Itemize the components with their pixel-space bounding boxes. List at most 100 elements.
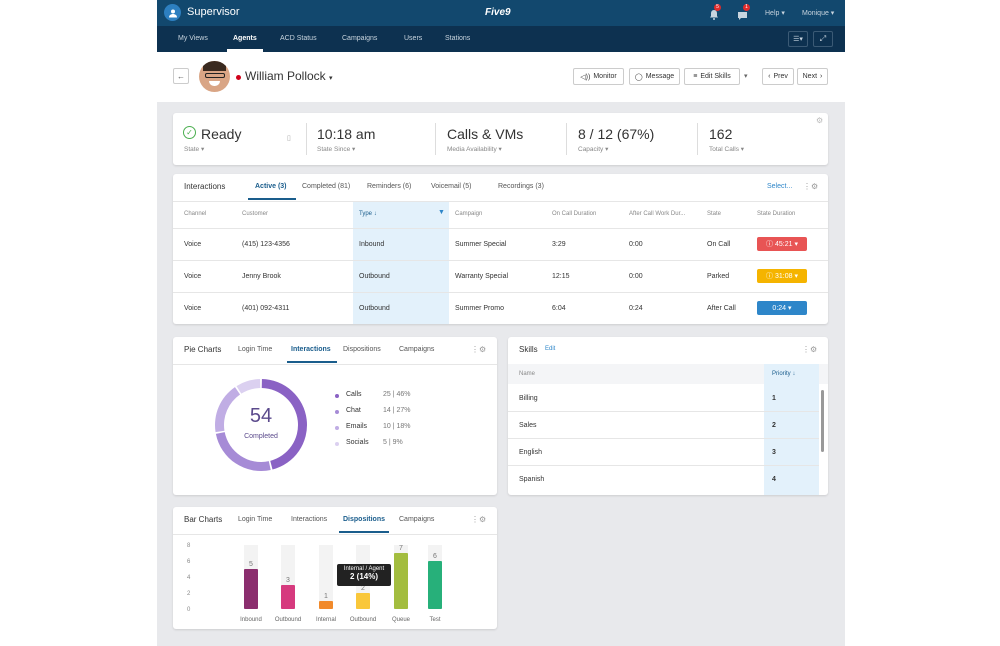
monitor-button[interactable]: ◁)) Monitor [573, 68, 624, 85]
row-3-state-duration-badge[interactable]: 0:24 ▾ [757, 301, 807, 315]
notifications-bell-icon[interactable] [709, 7, 719, 20]
messages-icon[interactable] [737, 8, 748, 20]
row-2-customer[interactable]: Jenny Brook [242, 273, 281, 280]
edit-skills-button[interactable]: ≡ Edit Skills [684, 68, 740, 85]
bar-outbound[interactable] [281, 585, 295, 609]
settings-gear-icon[interactable]: ⚙ [811, 182, 819, 191]
stat-total-calls-label[interactable]: Total Calls ▾ [709, 146, 745, 153]
chevron-right-icon: › [820, 73, 823, 80]
tab-voicemail[interactable]: Voicemail (5) [431, 183, 472, 190]
col-acw-duration[interactable]: After Call Work Dur... [629, 211, 686, 217]
row-1-customer[interactable]: (415) 123-4356 [242, 241, 290, 248]
donut-slice-socials[interactable] [236, 379, 261, 394]
donut-slice-emails[interactable] [215, 387, 241, 433]
bar-outbound[interactable] [356, 593, 370, 609]
col-type[interactable]: Type ↓ [359, 211, 377, 217]
trash-icon[interactable]: ▯ [287, 135, 291, 142]
expand-icon[interactable]: ⤢ [813, 31, 833, 47]
row-3-campaign: Summer Promo [455, 305, 505, 312]
col-name[interactable]: Name [519, 371, 536, 377]
avatar-mouth [209, 81, 220, 86]
more-actions-dropdown-icon[interactable]: ▾ [744, 73, 748, 80]
filter-icon[interactable]: ▼ [438, 209, 445, 216]
donut-total-label: Completed [244, 433, 278, 440]
tab-interactions[interactable]: Interactions [291, 516, 328, 523]
donut-slice-chat[interactable] [215, 432, 271, 471]
interactions-title: Interactions [184, 182, 226, 191]
settings-gear-icon[interactable]: ⚙ [810, 345, 818, 354]
row-3-acw: 0:24 [629, 305, 643, 312]
tab-active[interactable]: Active (3) [255, 183, 287, 190]
header-divider [173, 201, 828, 202]
settings-gear-icon[interactable]: ⚙ [479, 345, 487, 354]
col-priority[interactable]: Priority ↓ [772, 371, 795, 377]
nav-agents-underline [227, 49, 263, 52]
nav-campaigns[interactable]: Campaigns [342, 35, 378, 42]
more-options-icon[interactable]: ⋮ [471, 515, 479, 524]
col-customer[interactable]: Customer [242, 211, 269, 217]
more-options-icon[interactable]: ⋮ [803, 182, 811, 191]
row-1-acw: 0:00 [629, 241, 643, 248]
tab-dispositions[interactable]: Dispositions [343, 516, 386, 523]
agent-name-dropdown[interactable]: William Pollock ▾ [245, 69, 333, 83]
tab-reminders[interactable]: Reminders (6) [367, 183, 412, 190]
tab-login-time[interactable]: Login Time [238, 516, 273, 523]
nav-my-views[interactable]: My Views [178, 35, 208, 42]
nav-users[interactable]: Users [404, 35, 423, 42]
user-menu[interactable]: Monique ▾ [802, 10, 835, 17]
row-3-customer[interactable]: (401) 092-4311 [242, 305, 290, 312]
pie-legend-item-calls: Calls 25 | 46% [335, 391, 435, 401]
skills-edit-link[interactable]: Edit [545, 346, 556, 352]
more-options-icon[interactable]: ⋮ [471, 345, 479, 354]
edit-skills-label: Edit Skills [700, 73, 731, 80]
filter-settings-icon[interactable]: ☰▾ [788, 31, 808, 47]
settings-gear-icon[interactable]: ⚙ [816, 116, 824, 125]
stat-since-label[interactable]: State Since ▾ [317, 146, 356, 153]
user-avatar-icon[interactable] [164, 4, 181, 21]
bar-test[interactable] [428, 561, 442, 609]
row-2-state-duration-badge[interactable]: ⓘ 31:08 ▾ [757, 269, 807, 283]
col-state-duration[interactable]: State Duration [757, 211, 796, 217]
tab-campaigns[interactable]: Campaigns [399, 516, 435, 523]
settings-gear-icon[interactable]: ⚙ [479, 515, 487, 524]
tab-interactions[interactable]: Interactions [291, 346, 331, 353]
col-on-call-duration[interactable]: On Call Duration [552, 211, 597, 217]
stat-capacity-label-text: Capacity [578, 146, 604, 153]
donut-slice-calls[interactable] [261, 379, 307, 470]
row-divider [173, 228, 828, 229]
tab-completed[interactable]: Completed (81) [302, 183, 351, 190]
skills-title: Skills [519, 345, 538, 354]
bar-inbound[interactable] [244, 569, 258, 609]
col-state[interactable]: State [707, 211, 722, 217]
more-options-icon[interactable]: ⋮ [802, 345, 810, 354]
legend-dot [335, 426, 339, 430]
bar-internal[interactable] [319, 601, 333, 609]
stat-state-label[interactable]: State ▾ [184, 146, 205, 153]
tab-dispositions[interactable]: Dispositions [343, 346, 381, 353]
nav-acd-status[interactable]: ACD Status [280, 35, 317, 42]
help-menu[interactable]: Help ▾ [765, 10, 785, 17]
user-name: Monique [802, 10, 829, 17]
prev-button[interactable]: ‹ Prev [762, 68, 794, 85]
bar-queue[interactable] [394, 553, 408, 609]
select-link[interactable]: Select... [767, 183, 793, 190]
stat-media-label[interactable]: Media Availability ▾ [447, 146, 502, 153]
nav-stations[interactable]: Stations [445, 35, 471, 42]
pie-legend-item-emails: Emails 10 | 18% [335, 423, 435, 433]
x-tick-label: Queue [392, 617, 411, 623]
row-2-duration: 31:08 [774, 272, 793, 280]
back-button[interactable]: ← [173, 68, 189, 84]
nav-agents[interactable]: Agents [233, 35, 257, 42]
col-channel[interactable]: Channel [184, 211, 207, 217]
tab-login-time[interactable]: Login Time [238, 346, 273, 353]
tab-campaigns[interactable]: Campaigns [399, 346, 435, 353]
col-campaign[interactable]: Campaign [455, 211, 483, 217]
stat-capacity-label[interactable]: Capacity ▾ [578, 146, 609, 153]
tab-recordings[interactable]: Recordings (3) [498, 183, 544, 190]
row-1-state-duration-badge[interactable]: ⓘ 45:21 ▾ [757, 237, 807, 251]
next-button[interactable]: Next › [797, 68, 828, 85]
skills-scrollbar[interactable] [821, 390, 824, 452]
app-title: Supervisor [187, 6, 240, 18]
sort-arrow-icon: ↓ [373, 211, 377, 217]
message-button[interactable]: ◯ Message [629, 68, 680, 85]
